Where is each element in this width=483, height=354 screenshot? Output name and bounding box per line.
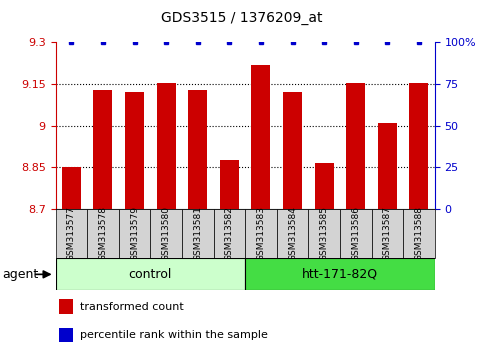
Text: GSM313582: GSM313582 xyxy=(225,206,234,261)
Text: GSM313585: GSM313585 xyxy=(320,206,328,261)
Text: GSM313583: GSM313583 xyxy=(256,206,266,261)
Bar xyxy=(283,92,302,209)
Text: GSM313584: GSM313584 xyxy=(288,206,297,261)
Text: GSM313587: GSM313587 xyxy=(383,206,392,261)
Bar xyxy=(213,209,245,258)
Bar xyxy=(188,90,207,209)
Text: GSM313580: GSM313580 xyxy=(162,206,170,261)
Text: agent: agent xyxy=(2,268,39,281)
Bar xyxy=(245,209,277,258)
Text: percentile rank within the sample: percentile rank within the sample xyxy=(80,330,268,340)
Bar xyxy=(245,258,435,290)
Bar xyxy=(119,209,150,258)
Text: GSM313588: GSM313588 xyxy=(414,206,424,261)
Text: GSM313578: GSM313578 xyxy=(99,206,107,261)
Bar xyxy=(314,163,334,209)
Text: htt-171-82Q: htt-171-82Q xyxy=(302,268,378,281)
Text: transformed count: transformed count xyxy=(80,302,184,312)
Bar xyxy=(56,209,87,258)
Bar xyxy=(371,209,403,258)
Bar xyxy=(150,209,182,258)
Text: GSM313586: GSM313586 xyxy=(351,206,360,261)
Bar xyxy=(346,83,365,209)
Bar xyxy=(59,299,72,314)
Bar xyxy=(59,328,72,342)
Bar xyxy=(156,83,176,209)
Text: GSM313579: GSM313579 xyxy=(130,206,139,261)
Bar xyxy=(378,123,397,209)
Bar xyxy=(220,160,239,209)
Text: GDS3515 / 1376209_at: GDS3515 / 1376209_at xyxy=(161,11,322,25)
Bar xyxy=(277,209,308,258)
Bar xyxy=(125,92,144,209)
Bar xyxy=(87,209,119,258)
Bar xyxy=(403,209,435,258)
Bar xyxy=(410,83,428,209)
Bar xyxy=(252,65,270,209)
Text: GSM313577: GSM313577 xyxy=(67,206,76,261)
Bar xyxy=(340,209,371,258)
Text: GSM313581: GSM313581 xyxy=(193,206,202,261)
Text: control: control xyxy=(128,268,172,281)
Bar xyxy=(182,209,213,258)
Bar xyxy=(56,258,245,290)
Bar xyxy=(308,209,340,258)
Bar xyxy=(62,167,81,209)
Bar xyxy=(94,90,113,209)
